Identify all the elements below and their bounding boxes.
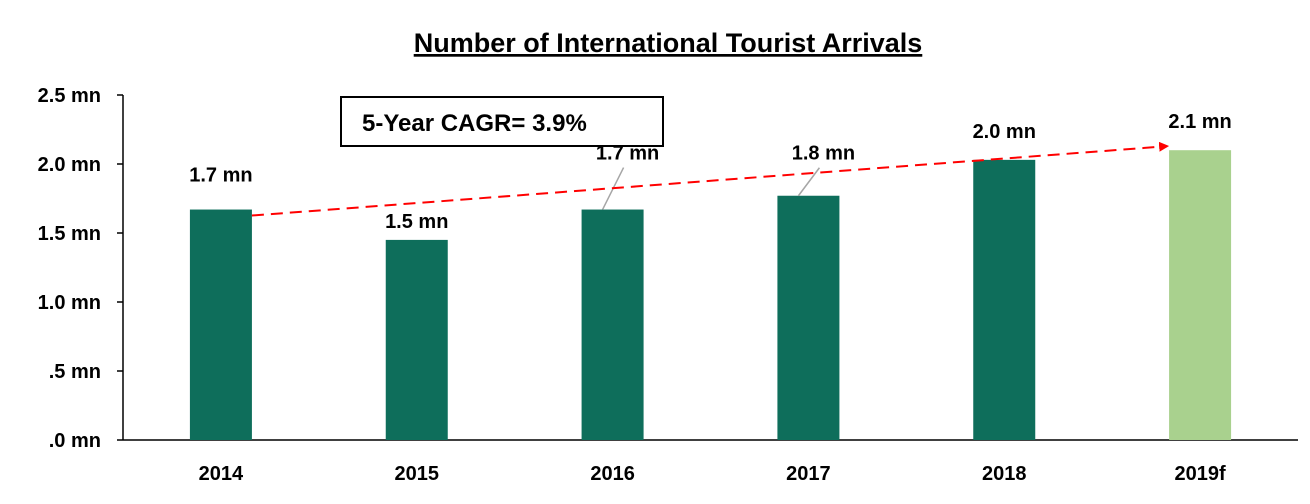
leader-line — [797, 167, 821, 197]
y-axis: .0 mn .5 mn 1.0 mn 1.5 mn 2.0 mn 2.5 mn — [38, 85, 124, 452]
bar-2014 — [189, 209, 252, 440]
x-tick-label: 2018 — [982, 463, 1027, 485]
y-tick-label: 1.0 mn — [38, 292, 101, 314]
bars — [189, 150, 1232, 441]
bar-2016 — [581, 209, 644, 440]
data-label-2015: 1.5 mn — [385, 211, 448, 233]
x-axis: 2014 2015 2016 2017 2018 2019f — [123, 439, 1298, 485]
data-label-2014: 1.7 mn — [189, 165, 252, 187]
bar-2019f — [1169, 150, 1232, 440]
x-tick-label: 2014 — [199, 463, 244, 485]
y-tick-label: .5 mn — [49, 361, 101, 383]
data-label-2016: 1.7 mn — [596, 143, 659, 165]
x-tick-label: 2015 — [395, 463, 440, 485]
y-tick-label: 2.0 mn — [38, 154, 101, 176]
data-label-2018: 2.0 mn — [973, 121, 1036, 143]
cagr-annotation-text: 5-Year CAGR= 3.9% — [362, 110, 587, 137]
bar-2017 — [777, 195, 840, 440]
cagr-annotation-box: 5-Year CAGR= 3.9% — [340, 96, 664, 147]
x-tick-label: 2019f — [1175, 463, 1226, 485]
chart-title: Number of International Tourist Arrivals — [414, 28, 923, 58]
data-label-2017: 1.8 mn — [792, 143, 855, 165]
bar-2018 — [973, 159, 1036, 441]
trend-line — [251, 141, 1170, 217]
data-label-2019f: 2.1 mn — [1168, 111, 1231, 133]
y-tick-label: .0 mn — [49, 430, 101, 452]
data-labels: 1.7 mn 1.5 mn 1.7 mn 1.8 mn 2.0 mn 2.1 mn — [189, 111, 1232, 233]
y-tick-label: 2.5 mn — [38, 85, 101, 107]
y-tick-label: 1.5 mn — [38, 223, 101, 245]
bar-2015 — [385, 239, 448, 440]
x-tick-label: 2017 — [786, 463, 831, 485]
cagr-trend-arrow — [251, 141, 1170, 217]
x-tick-label: 2016 — [590, 463, 635, 485]
